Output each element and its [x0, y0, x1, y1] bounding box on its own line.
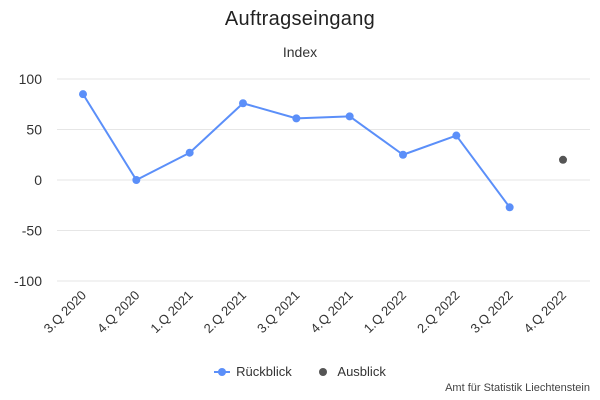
source-credit: Amt für Statistik Liechtenstein [445, 382, 590, 394]
data-point-rueckblick[interactable] [132, 176, 141, 184]
data-point-rueckblick[interactable] [505, 203, 514, 212]
x-tick-label: 4.Q 2021 [307, 288, 355, 336]
legend-item-rueckblick[interactable]: Rückblick [214, 364, 292, 379]
data-point-ausblick[interactable] [559, 155, 567, 164]
x-tick-label: 3.Q 2020 [41, 288, 89, 336]
data-point-rueckblick[interactable] [345, 112, 354, 121]
legend-item-ausblick[interactable]: Ausblick [315, 364, 386, 379]
x-tick-label: 3.Q 2021 [254, 288, 302, 336]
legend-swatch-rueckblick [214, 367, 231, 377]
legend-label-rueckblick: Rückblick [236, 364, 292, 379]
y-tick-label: 100 [19, 71, 43, 87]
x-tick-label: 3.Q 2022 [467, 288, 515, 336]
x-tick-label: 2.Q 2022 [414, 288, 462, 336]
y-tick-label: -100 [14, 273, 42, 289]
data-point-rueckblick[interactable] [239, 99, 247, 108]
x-axis: 3.Q 2020 4.Q 2020 1.Q 2021 2.Q 2021 3.Q 2021… [41, 288, 569, 336]
series-line-rueckblick [82, 93, 511, 208]
x-tick-label: 4.Q 2020 [94, 288, 142, 336]
data-point-rueckblick[interactable] [452, 131, 461, 140]
gridlines [57, 78, 590, 282]
y-tick-label: 0 [34, 172, 42, 188]
x-tick-label: 2.Q 2021 [201, 288, 249, 336]
x-tick-label: 4.Q 2022 [521, 288, 569, 336]
series-layer [79, 90, 567, 212]
data-point-rueckblick[interactable] [185, 148, 194, 157]
legend-label-ausblick: Ausblick [337, 364, 386, 379]
chart-title: Auftragseingang [224, 8, 376, 30]
chart-subtitle: Index [282, 44, 318, 60]
x-tick-label: 1.Q 2021 [147, 288, 195, 336]
y-tick-label: -50 [22, 223, 42, 239]
data-point-rueckblick[interactable] [292, 114, 301, 123]
data-point-rueckblick[interactable] [399, 150, 407, 159]
y-tick-label: 50 [26, 122, 42, 138]
legend: Rückblick Ausblick [0, 364, 600, 380]
y-axis: 100 50 0 -50 -100 [14, 71, 42, 289]
data-point-rueckblick[interactable] [79, 90, 87, 99]
legend-swatch-ausblick [315, 367, 331, 377]
x-tick-label: 1.Q 2022 [361, 288, 409, 336]
